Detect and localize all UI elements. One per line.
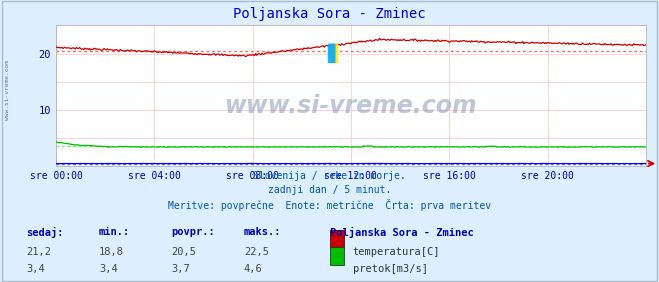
Text: Poljanska Sora - Zminec: Poljanska Sora - Zminec	[233, 7, 426, 21]
Text: maks.:: maks.:	[244, 227, 281, 237]
Text: 3,4: 3,4	[99, 264, 117, 274]
Text: pretok[m3/s]: pretok[m3/s]	[353, 264, 428, 274]
Text: 18,8: 18,8	[99, 247, 124, 257]
Text: 22,5: 22,5	[244, 247, 269, 257]
Text: 4,6: 4,6	[244, 264, 262, 274]
Text: ▌: ▌	[327, 44, 342, 63]
Text: sedaj:: sedaj:	[26, 227, 64, 238]
Text: povpr.:: povpr.:	[171, 227, 215, 237]
Text: temperatura[C]: temperatura[C]	[353, 247, 440, 257]
Text: 3,4: 3,4	[26, 264, 45, 274]
Text: www.si-vreme.com: www.si-vreme.com	[225, 94, 477, 118]
Text: 20,5: 20,5	[171, 247, 196, 257]
Text: 3,7: 3,7	[171, 264, 190, 274]
Text: Meritve: povprečne  Enote: metrične  Črta: prva meritev: Meritve: povprečne Enote: metrične Črta:…	[168, 199, 491, 211]
Text: zadnji dan / 5 minut.: zadnji dan / 5 minut.	[268, 185, 391, 195]
Text: 21,2: 21,2	[26, 247, 51, 257]
Text: min.:: min.:	[99, 227, 130, 237]
Text: ▐: ▐	[323, 44, 338, 63]
Text: Poljanska Sora - Zminec: Poljanska Sora - Zminec	[330, 227, 473, 238]
Text: www.si-vreme.com: www.si-vreme.com	[5, 60, 11, 120]
Text: Slovenija / reke in morje.: Slovenija / reke in morje.	[253, 171, 406, 180]
